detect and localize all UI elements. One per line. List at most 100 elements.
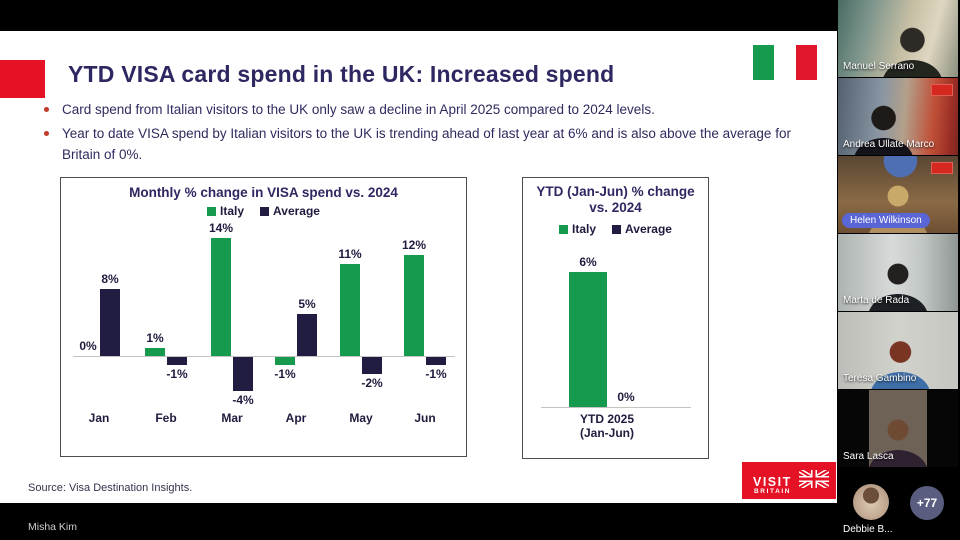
value-label-italy-4: 11% — [338, 247, 362, 261]
value-label-italy-5: 12% — [401, 238, 427, 252]
participant-tile[interactable]: Andrea Ullate Marco — [838, 78, 958, 155]
participant-video — [838, 234, 958, 311]
bar-italy-4 — [340, 264, 360, 356]
value-label-average-0: 8% — [101, 272, 119, 286]
overflow-count-badge[interactable]: +77 — [910, 486, 944, 520]
bar-italy-2 — [211, 238, 231, 356]
presenter-name-label: Misha Kim — [28, 521, 78, 533]
value-label-average-3: 5% — [298, 297, 316, 311]
italy-flag-icon — [753, 45, 817, 80]
value-label-italy-1: 1% — [146, 331, 164, 345]
flag-stripe-red — [795, 45, 817, 80]
bar-italy-5 — [404, 255, 424, 356]
category-label: Apr — [285, 411, 307, 425]
participant-name-label: Debbie B... — [843, 524, 893, 535]
legend-label: Italy — [572, 222, 597, 236]
bullet-text: Year to date VISA spend by Italian visit… — [62, 126, 791, 162]
top-letterbox-bar — [0, 0, 837, 31]
value-label-average-1: -1% — [166, 367, 188, 381]
participant-name-label: Teresa Gambino — [843, 373, 917, 384]
category-label: Jun — [414, 411, 436, 425]
source-note: Source: Visa Destination Insights. — [28, 482, 193, 494]
bar-average-0 — [100, 289, 120, 356]
bar-italy-0 — [569, 272, 607, 407]
value-label-italy-0: 6% — [579, 255, 597, 269]
legend-swatch-icon — [260, 206, 270, 216]
participant-tile[interactable]: +77 Debbie B... — [838, 468, 958, 540]
shared-slide: YTD VISA card spend in the UK: Increased… — [0, 31, 837, 503]
category-label: May — [349, 411, 373, 425]
participants-sidebar: Manuel Serrano Andrea Ullate Marco Helen… — [838, 0, 960, 540]
bullet-item: Card spend from Italian visitors to the … — [44, 99, 822, 120]
bar-italy-3 — [275, 357, 295, 365]
value-label-italy-3: -1% — [274, 367, 296, 381]
participant-video — [838, 390, 958, 467]
participant-name-label: Manuel Serrano — [843, 61, 915, 72]
participant-name-label: Andrea Ullate Marco — [843, 139, 935, 150]
visitbritain-logo: VISIT BRITAIN — [742, 462, 836, 499]
category-label: Feb — [155, 411, 177, 425]
bullet-text: Card spend from Italian visitors to the … — [62, 102, 655, 117]
value-label-italy-2: 14% — [208, 221, 234, 235]
participant-tile[interactable]: Marta de Rada — [838, 234, 958, 311]
legend-item: Italy — [207, 204, 244, 218]
chart-legend: Italy Average — [523, 222, 708, 236]
bar-average-5 — [426, 357, 446, 365]
value-label-average-2: -4% — [232, 393, 254, 407]
visitbritain-watermark-icon — [931, 84, 953, 96]
participant-video — [838, 0, 958, 77]
value-label-average-4: -2% — [361, 376, 383, 390]
title-accent-block — [0, 60, 45, 98]
visitbritain-watermark-icon — [931, 162, 953, 174]
bottom-letterbox-bar: Misha Kim — [0, 503, 837, 540]
bar-average-4 — [362, 357, 382, 374]
chart-title: YTD (Jan-Jun) % change vs. 2024 — [536, 184, 695, 215]
participant-tile[interactable]: Helen Wilkinson — [838, 156, 958, 233]
flag-stripe-white — [774, 45, 796, 80]
value-label-average-0: 0% — [617, 390, 635, 404]
participant-video — [838, 312, 958, 389]
logo-visit-text: VISIT — [753, 475, 792, 489]
legend-item: Average — [612, 222, 672, 236]
legend-swatch-icon — [207, 206, 217, 216]
bar-average-2 — [233, 357, 253, 391]
participant-avatar — [853, 484, 889, 520]
chart-plot-area: 0% 8% Jan 1% -1% Feb 14% -4% Mar -1% 5% Apr 11% -2% Ma… — [61, 178, 466, 456]
bullet-dot-icon — [44, 107, 49, 112]
participant-tile[interactable]: Manuel Serrano — [838, 0, 958, 77]
active-speaker-name-label: Helen Wilkinson — [842, 213, 930, 228]
slide-title: YTD VISA card spend in the UK: Increased… — [68, 61, 615, 87]
legend-swatch-icon — [612, 224, 622, 234]
legend-item: Italy — [559, 222, 596, 236]
chart-plot-area: 6% 0% YTD 2025 (Jan-Jun) — [523, 178, 708, 458]
legend-label: Average — [273, 204, 320, 218]
bullet-list: Card spend from Italian visitors to the … — [44, 99, 822, 168]
ytd-change-chart: YTD (Jan-Jun) % change vs. 2024 Italy Ave… — [522, 177, 709, 459]
category-label: YTD 2025 (Jan-Jun) — [579, 412, 635, 440]
legend-label: Average — [625, 222, 672, 236]
participant-name-label: Sara Lasca — [843, 451, 894, 462]
value-label-average-5: -1% — [425, 367, 447, 381]
logo-britain-text: BRITAIN — [754, 488, 792, 495]
bar-average-1 — [167, 357, 187, 365]
legend-item: Average — [260, 204, 320, 218]
legend-label: Italy — [220, 204, 245, 218]
union-jack-icon — [799, 470, 829, 488]
x-axis-line — [541, 407, 691, 408]
legend-swatch-icon — [559, 224, 569, 234]
flag-stripe-green — [753, 45, 775, 80]
bar-average-3 — [297, 314, 317, 356]
category-label: Jan — [88, 411, 110, 425]
value-label-italy-0: 0% — [79, 339, 97, 353]
monthly-change-chart: Monthly % change in VISA spend vs. 2024 … — [60, 177, 467, 457]
participant-name-label: Marta de Rada — [843, 295, 910, 306]
bullet-item: Year to date VISA spend by Italian visit… — [44, 123, 822, 165]
participant-tile[interactable]: Teresa Gambino — [838, 312, 958, 389]
participant-tile[interactable]: Sara Lasca — [838, 390, 958, 467]
category-label: Mar — [221, 411, 243, 425]
chart-title: Monthly % change in VISA spend vs. 2024 — [129, 185, 398, 200]
bar-italy-1 — [145, 348, 165, 356]
bullet-dot-icon — [44, 131, 49, 136]
x-axis-line — [73, 356, 455, 357]
